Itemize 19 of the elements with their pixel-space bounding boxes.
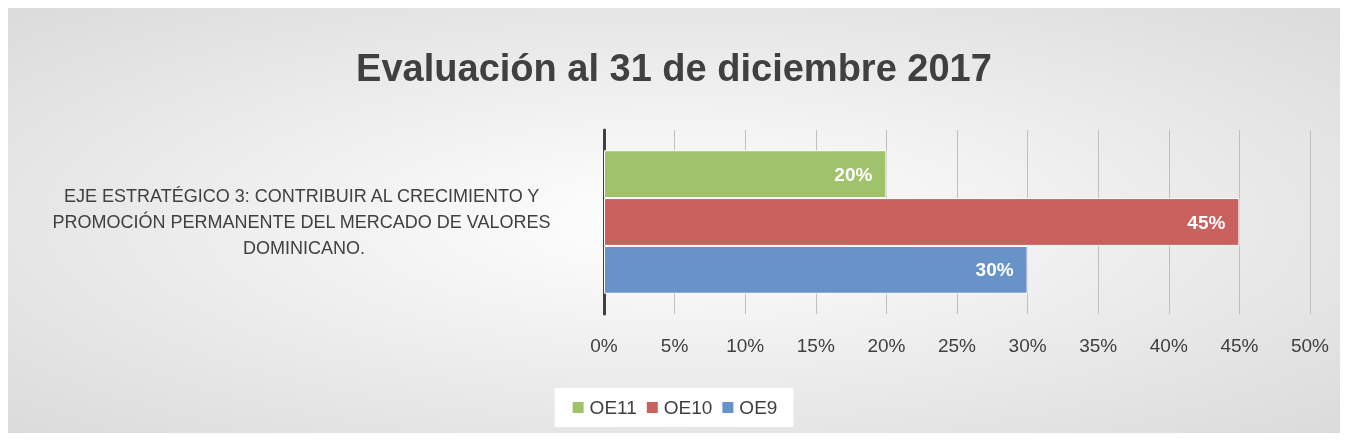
data-label: 30% [975, 259, 1014, 281]
legend-label: OE10 [663, 397, 713, 418]
x-tick-label: 5% [660, 335, 689, 356]
x-tick-label: 40% [1149, 335, 1188, 356]
chart-title: Evaluación al 31 de diciembre 2017 [356, 47, 992, 89]
x-tick-label: 25% [937, 335, 977, 356]
x-tick-label: 0% [590, 335, 618, 356]
legend-label: OE9 [739, 397, 778, 418]
x-tick-label: 30% [1008, 335, 1047, 356]
legend-label: OE11 [589, 397, 637, 418]
x-tick-label: 15% [796, 335, 835, 356]
x-tick-label: 20% [867, 335, 906, 356]
y-tick-label: EJE ESTRATÉGICO 3: CONTRIBUIR AL CRECIMIENTO Y PROMOCIÓN PERMANENTE DEL MERCADO DE VALORES DOMINICANO. [52, 186, 556, 258]
x-tick-label: 35% [1079, 335, 1118, 356]
x-tick-label: 45% [1220, 335, 1259, 356]
data-label: 45% [1187, 211, 1226, 233]
x-tick-label: 50% [1290, 335, 1330, 356]
x-tick-label: 10% [726, 335, 765, 356]
data-label: 20% [834, 163, 873, 185]
